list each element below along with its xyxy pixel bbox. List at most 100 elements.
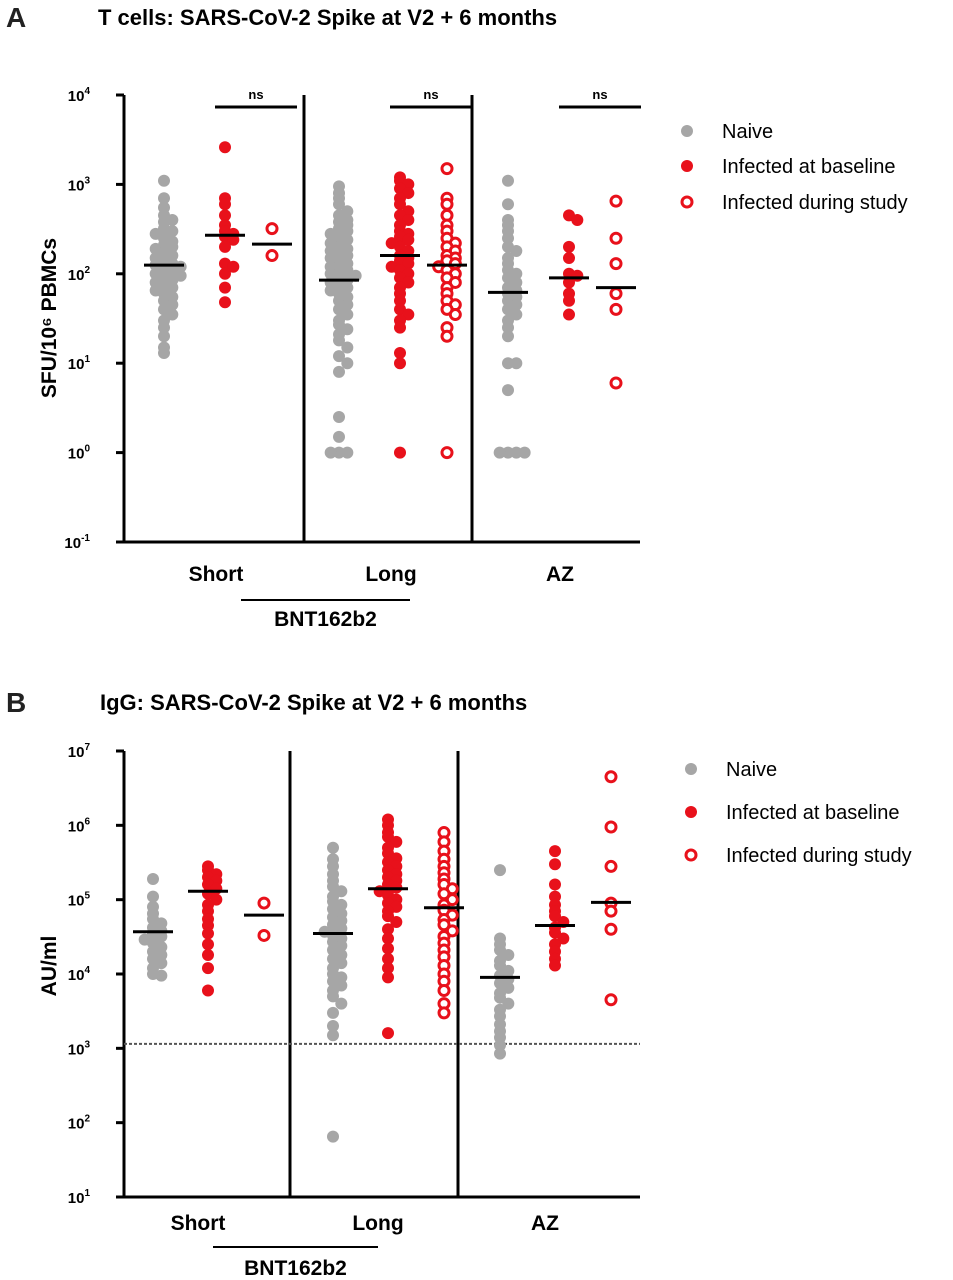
point-az-infected-at-baseline [563,240,575,253]
legend-label-infected-at-baseline: Infected at baseline [726,802,899,824]
x-group-label-long: Long [365,563,416,586]
point-az-naive [502,357,514,370]
y-tick-label: 103 [68,1039,91,1058]
panel-b-medians [133,887,631,979]
point-short-infected-at-baseline [227,233,240,246]
panel-a: A T cells: SARS-CoV-2 Spike at V2 + 6 mo… [6,2,908,631]
point-long-infected-at-baseline [382,910,394,923]
point-short-naive [147,890,159,903]
point-short-naive [166,308,179,321]
point-long-naive [327,990,339,1003]
point-long-infected-at-baseline [394,446,406,459]
point-long-infected-during-study [437,918,451,932]
point-short-infected-at-baseline [202,949,214,962]
panel-b: B IgG: SARS-CoV-2 Spike at V2 + 6 months… [6,687,912,1280]
significance-label-short: ns [248,87,263,102]
point-az-naive [494,991,506,1004]
point-long-infected-at-baseline [382,962,394,975]
point-az-naive [494,1047,506,1060]
point-long-infected-at-baseline [402,233,415,246]
point-long-naive [327,841,339,854]
point-long-infected-during-study [448,308,462,322]
y-tick-label: 106 [68,816,91,835]
point-long-naive [333,365,345,378]
point-long-naive [333,334,345,347]
point-long-infected-at-baseline [390,835,403,848]
point-long-naive [327,1006,339,1019]
point-az-naive [494,1039,506,1052]
point-long-naive [333,411,345,424]
x-group-label-az: AZ [531,1212,559,1235]
panel-a-axes [122,95,640,544]
point-az-infected-during-study [604,993,618,1007]
significance-label-long: ns [423,87,438,102]
point-az-naive [510,308,523,321]
panel-a-legend: Naive Infected at baseline Infected during… [680,121,908,214]
point-long-infected-at-baseline [390,916,403,929]
point-az-infected-at-baseline [557,932,570,945]
y-tick-label: 101 [68,1188,91,1207]
panel-a-y-axis-label: SFU/10⁶ PBMCs [38,238,61,398]
point-long-naive [333,198,345,211]
point-az-naive [502,198,514,211]
bracket-label: BNT162b2 [244,1257,347,1280]
point-long-naive [341,341,354,354]
point-az-infected-at-baseline [549,845,561,858]
panel-a-significance: ns ns ns [215,87,641,109]
point-az-infected-at-baseline [563,294,575,307]
point-az-naive [502,949,515,962]
point-az-infected-at-baseline [563,276,575,289]
panel-a-title: T cells: SARS-CoV-2 Spike at V2 + 6 mont… [98,5,557,30]
legend-label-infected-during-study: Infected during study [722,192,908,214]
point-long-naive [324,446,337,459]
point-long-infected-at-baseline [382,952,394,965]
point-long-infected-at-baseline [382,942,394,955]
panel-a-y-ticks: 10-1 100 101 102 103 104 [64,86,124,552]
point-long-infected-at-baseline [382,1027,394,1040]
point-long-infected-at-baseline [382,932,394,945]
point-short-infected-at-baseline [227,260,240,273]
point-long-infected-during-study [437,1006,451,1020]
point-az-infected-during-study [604,859,618,873]
point-az-infected-during-study [604,922,618,936]
point-long-naive [327,1130,339,1143]
y-tick-label: 102 [68,265,91,284]
point-az-naive [510,446,523,459]
significance-label-az: ns [592,87,607,102]
panel-b-legend: Naive Infected at baseline Infected during… [684,759,912,867]
point-long-infected-during-study [440,197,454,211]
point-long-naive [341,233,354,246]
point-long-infected-at-baseline [394,198,406,211]
y-tick-label: 100 [68,444,91,463]
point-long-naive [327,1029,339,1042]
point-az-infected-during-study [604,820,618,834]
point-short-infected-at-baseline [219,198,231,211]
point-long-infected-at-baseline [402,257,415,270]
point-az-infected-during-study [609,287,623,301]
panel-b-axes [122,751,640,1199]
point-short-naive [166,225,179,238]
point-long-naive [341,281,354,294]
point-az-infected-during-study [604,904,618,918]
point-short-naive [158,192,170,205]
point-short-naive [155,969,168,982]
legend-marker-infected-during-study [684,848,698,862]
point-long-infected-during-study [440,329,454,343]
point-long-infected-at-baseline [402,308,415,321]
point-short-naive [155,930,168,943]
panel-b-group-labels: Short Long AZ BNT162b2 [171,1212,560,1280]
point-long-naive [333,446,345,459]
point-long-infected-at-baseline [394,321,406,334]
panel-a-points [149,141,623,460]
point-long-naive [341,308,354,321]
point-az-infected-during-study [609,194,623,208]
point-short-infected-at-baseline [202,938,214,951]
y-tick-label: 10-1 [64,533,90,552]
panel-a-group-labels: Short Long AZ BNT162b2 [189,563,575,631]
point-az-naive [502,232,514,245]
legend-label-naive: Naive [726,759,777,781]
point-az-infected-at-baseline [563,252,575,265]
point-long-infected-at-baseline [394,294,406,307]
point-long-naive [333,430,345,443]
